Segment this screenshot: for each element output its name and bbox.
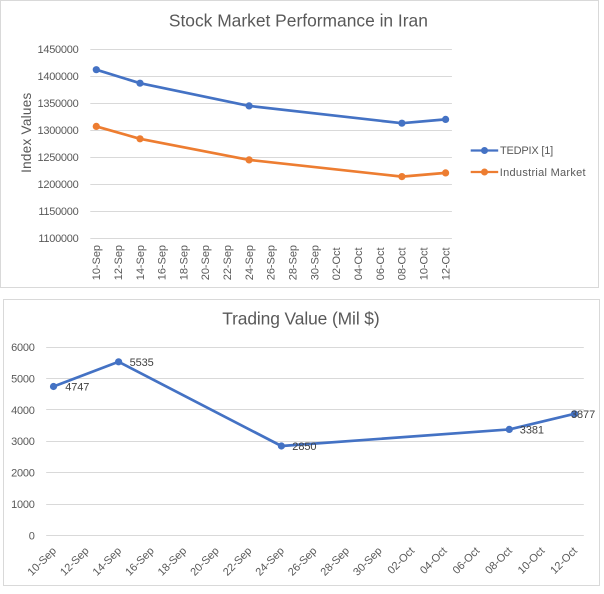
svg-text:3381: 3381 — [520, 424, 544, 436]
svg-text:06-Oct: 06-Oct — [375, 247, 387, 280]
svg-text:18-Sep: 18-Sep — [178, 245, 190, 280]
svg-text:12-Oct: 12-Oct — [440, 247, 452, 280]
svg-text:1250000: 1250000 — [37, 152, 78, 164]
svg-text:1100000: 1100000 — [38, 233, 78, 245]
svg-text:02-Oct: 02-Oct — [331, 247, 343, 280]
svg-text:Stock Market Performance in Ir: Stock Market Performance in Iran — [169, 11, 428, 31]
svg-text:08-Oct: 08-Oct — [397, 247, 409, 280]
svg-text:4000: 4000 — [11, 405, 35, 417]
svg-text:1150000: 1150000 — [38, 206, 78, 218]
svg-text:TEDPIX [1]: TEDPIX [1] — [500, 145, 553, 157]
svg-text:1000: 1000 — [11, 499, 35, 511]
svg-text:14-Sep: 14-Sep — [135, 245, 147, 280]
svg-text:1450000: 1450000 — [37, 44, 78, 56]
svg-text:20-Sep: 20-Sep — [200, 245, 212, 280]
svg-text:30-Sep: 30-Sep — [309, 245, 321, 280]
svg-text:3877: 3877 — [571, 409, 595, 421]
svg-text:1400000: 1400000 — [37, 71, 78, 83]
svg-text:0: 0 — [29, 530, 35, 542]
svg-text:2000: 2000 — [11, 468, 35, 480]
svg-text:10-Oct: 10-Oct — [419, 247, 431, 280]
svg-text:28-Sep: 28-Sep — [288, 245, 300, 280]
svg-text:5535: 5535 — [130, 357, 154, 369]
svg-text:04-Oct: 04-Oct — [353, 247, 365, 280]
svg-text:12-Sep: 12-Sep — [113, 245, 125, 280]
svg-text:26-Sep: 26-Sep — [266, 245, 278, 280]
svg-text:Index Values: Index Values — [19, 92, 34, 172]
svg-text:1350000: 1350000 — [37, 98, 78, 110]
svg-text:1200000: 1200000 — [37, 179, 78, 191]
svg-text:5000: 5000 — [11, 373, 35, 385]
svg-text:3000: 3000 — [11, 436, 35, 448]
svg-text:Trading Value (Mil $): Trading Value (Mil $) — [222, 309, 379, 329]
svg-text:2850: 2850 — [292, 441, 316, 453]
svg-text:24-Sep: 24-Sep — [244, 245, 256, 280]
svg-text:4747: 4747 — [65, 382, 89, 394]
svg-text:16-Sep: 16-Sep — [157, 245, 169, 280]
svg-text:Industrial Market: Industrial Market — [500, 167, 586, 179]
svg-text:10-Sep: 10-Sep — [91, 245, 103, 280]
svg-text:1300000: 1300000 — [37, 125, 78, 137]
svg-text:22-Sep: 22-Sep — [222, 245, 234, 280]
svg-text:6000: 6000 — [11, 342, 35, 354]
